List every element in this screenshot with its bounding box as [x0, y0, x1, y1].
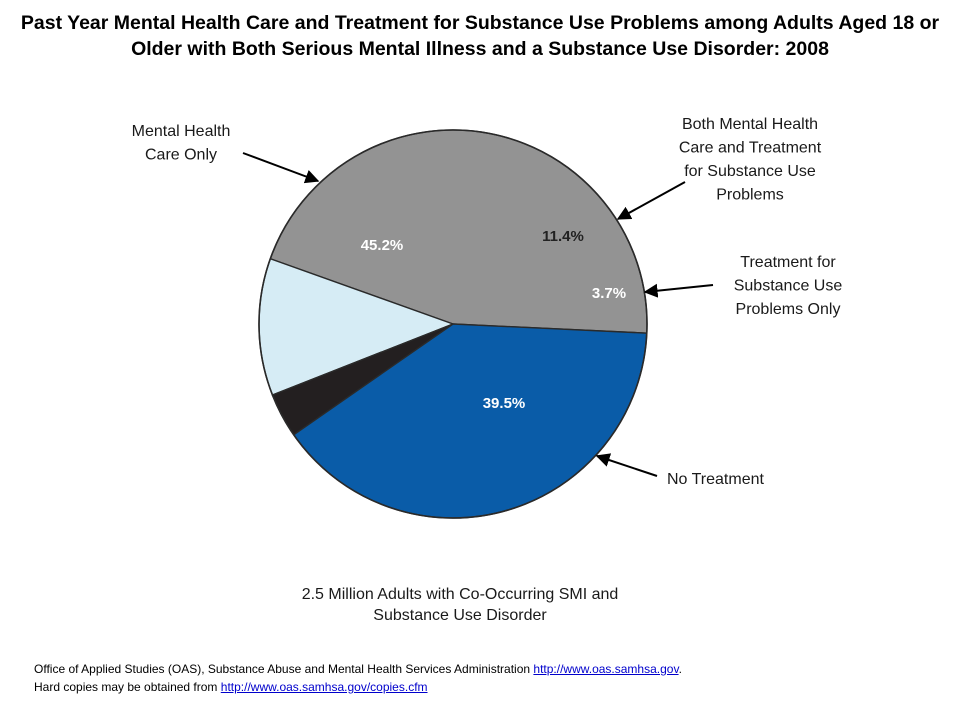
slice-label-line: Mental Health — [132, 123, 231, 140]
slice-label-mental-health-care-only: Mental Health Care Only — [132, 123, 231, 164]
slice-label-line: Both Mental Health — [682, 116, 818, 133]
pie-slices — [258, 129, 648, 519]
caption-line: 2.5 Million Adults with Co-Occurring SMI… — [302, 586, 619, 603]
slice-label-line: Problems — [716, 187, 784, 204]
chart-title: Past Year Mental Health Care and Treatme… — [20, 12, 940, 60]
slice-label-treatment-for-substance-use-problems-only: Treatment for Substance Use Problems Only — [734, 254, 843, 318]
copies-text: Hard copies may be obtained from — [34, 680, 221, 694]
callout-arrow-no-treatment — [595, 453, 658, 477]
pie-outline — [258, 129, 648, 519]
slice-label-line: Care and Treatment — [679, 140, 822, 157]
pie-chart: 45.2% 11.4% 3.7% 39.5% Mental Health Care On… — [132, 116, 843, 624]
pie-value-labels: 45.2% 11.4% 3.7% 39.5% — [361, 228, 626, 412]
source-line-1: Office of Applied Studies (OAS), Substan… — [34, 662, 682, 677]
source-link[interactable]: http://www.oas.samhsa.gov — [533, 662, 679, 676]
slice-value-treatment-for-substance-use-problems-only: 3.7% — [592, 285, 626, 302]
caption-line: Substance Use Disorder — [373, 607, 547, 624]
chart-caption-text: 2.5 Million Adults with Co-Occurring SMI… — [302, 586, 619, 624]
slice-label-both-mental-health-care-and-treatment-for-substance-use-problems: Both Mental Health Care and Treatment for … — [679, 116, 822, 204]
slice-value-both-mental-health-care-and-treatment-for-substance-use-problems: 11.4% — [542, 228, 584, 245]
slice-label-no-treatment: No Treatment — [667, 471, 764, 488]
slice-value-mental-health-care-only: 45.2% — [361, 237, 404, 254]
pie-callouts: Mental Health Care Only Both Mental Health… — [132, 116, 843, 488]
source-line-2: Hard copies may be obtained from http://… — [34, 680, 428, 695]
callout-arrow-both-mental-health-care-and-treatment-for-substance-use-problems — [616, 181, 686, 220]
slice-label-line: Substance Use — [734, 278, 843, 295]
slice-label-line: Problems Only — [736, 301, 841, 318]
callout-arrow-mental-health-care-only — [242, 152, 320, 184]
slice-value-no-treatment: 39.5% — [483, 395, 526, 412]
slice-label-line: Treatment for — [740, 254, 836, 271]
chart-caption: 2.5 Million Adults with Co-Occurring SMI… — [302, 586, 619, 624]
copies-link[interactable]: http://www.oas.samhsa.gov/copies.cfm — [220, 680, 428, 694]
slice-label-line: No Treatment — [667, 471, 764, 488]
callout-arrow-treatment-for-substance-use-problems-only — [643, 283, 714, 298]
slice-label-line: Care Only — [145, 147, 217, 164]
slice-label-line: for Substance Use — [684, 163, 816, 180]
source-text: Office of Applied Studies (OAS), Substan… — [34, 662, 534, 676]
source-suffix: . — [678, 662, 682, 676]
